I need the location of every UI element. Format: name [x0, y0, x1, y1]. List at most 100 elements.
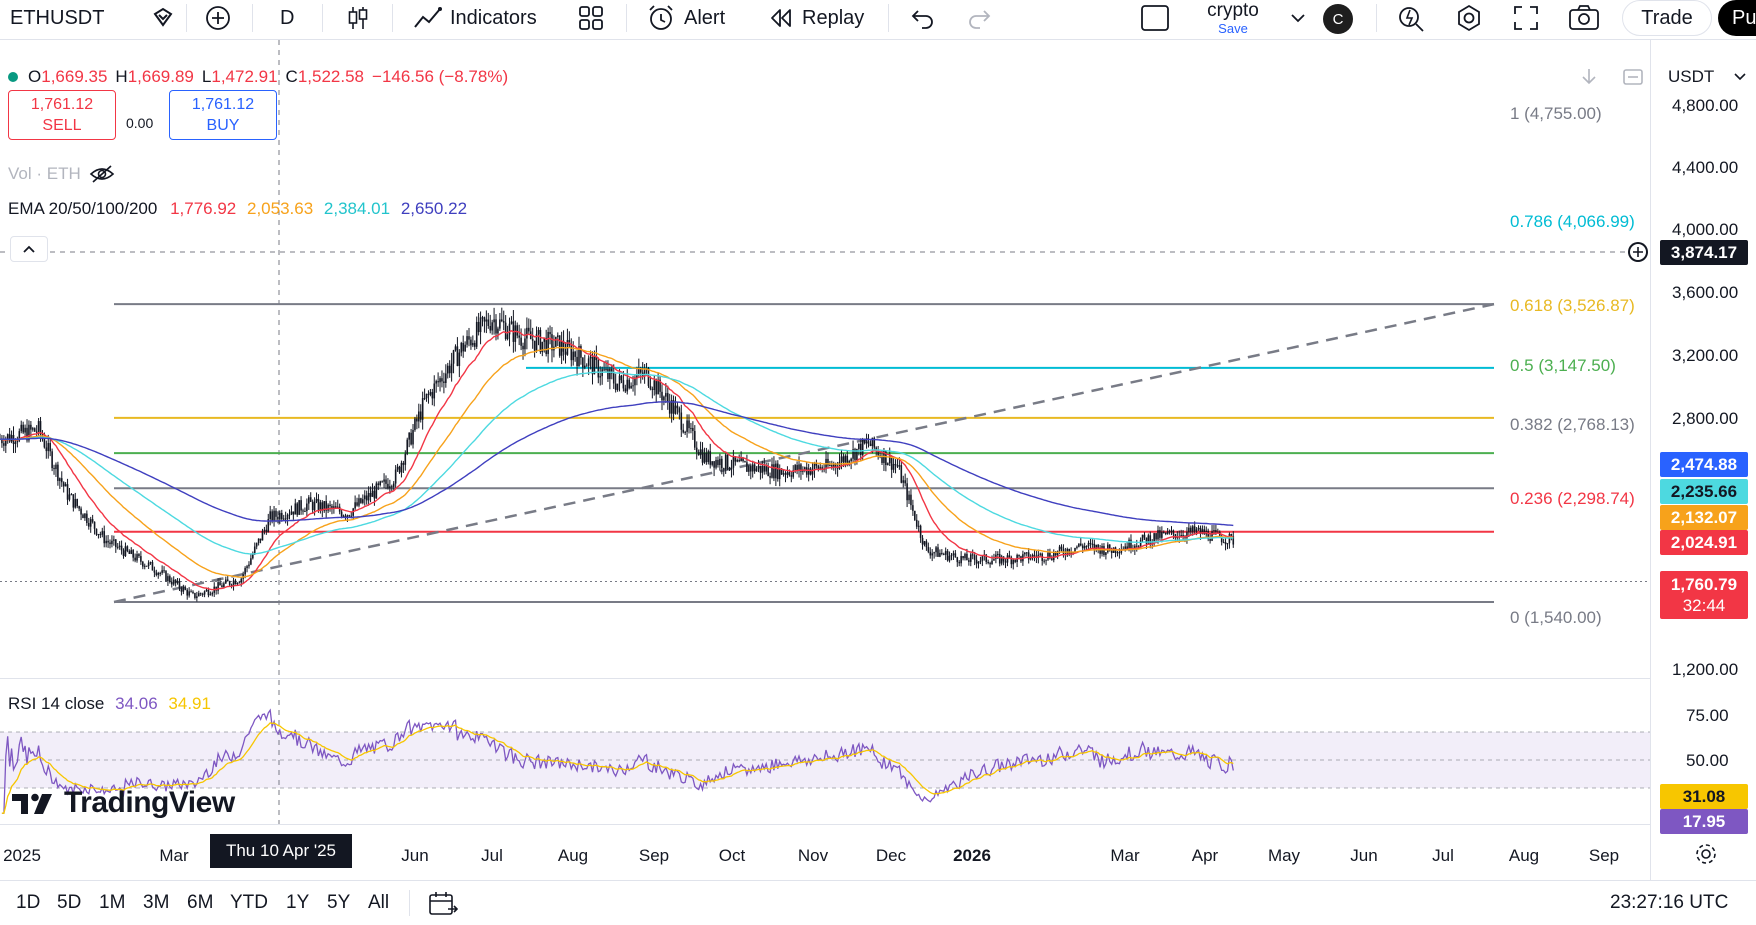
candle-body: [464, 344, 466, 352]
candle-body: [852, 449, 854, 459]
candle-body: [765, 466, 768, 472]
candle-body: [595, 355, 598, 361]
candle-body: [504, 322, 507, 339]
candle-body: [927, 547, 930, 552]
undo-icon[interactable]: [910, 0, 936, 36]
range-1m-button[interactable]: 1M: [99, 892, 126, 913]
candle-body: [157, 573, 160, 575]
candle-body: [838, 461, 841, 469]
chart-settings-gear-icon[interactable]: [1694, 842, 1718, 871]
candle-body: [418, 411, 420, 422]
candle-body: [900, 465, 903, 483]
candle-body: [446, 365, 449, 374]
candle-body: [888, 455, 891, 464]
candle-body: [902, 480, 905, 483]
candle-body: [912, 505, 914, 511]
candle-body: [497, 328, 499, 334]
currency-selector[interactable]: USDT: [1662, 62, 1752, 92]
candle-body: [10, 435, 13, 442]
range-1d-button[interactable]: 1D: [16, 892, 41, 913]
indicators-button[interactable]: Indicators: [412, 0, 537, 36]
candle-body: [130, 550, 133, 554]
eye-off-icon[interactable]: [89, 164, 115, 184]
auto-scale-icon[interactable]: [1622, 64, 1644, 90]
candle-body: [790, 475, 793, 477]
range-5d-button[interactable]: 5D: [57, 892, 82, 913]
rsi-ma-tag: 31.08: [1660, 784, 1748, 809]
range-6m-button[interactable]: 6M: [187, 892, 214, 913]
candle-body: [205, 589, 208, 592]
layout-name: crypto: [1207, 0, 1259, 21]
candle-body: [346, 515, 349, 518]
templates-icon[interactable]: [578, 0, 604, 36]
interval-button[interactable]: D: [280, 0, 294, 36]
trade-button[interactable]: Trade: [1622, 0, 1712, 36]
candle-body: [829, 465, 831, 467]
candle-body: [246, 566, 248, 569]
range-5y-button[interactable]: 5Y: [327, 892, 351, 913]
candle-body: [371, 490, 374, 497]
candle-body: [881, 456, 883, 463]
add-alert-plus-icon[interactable]: [1624, 238, 1652, 266]
candle-body: [531, 339, 534, 341]
alert-button[interactable]: Alert: [646, 0, 725, 36]
tradingview-logo[interactable]: TradingView: [12, 786, 235, 820]
settings-gear-icon[interactable]: [1454, 0, 1484, 36]
candle-body: [649, 385, 652, 389]
time-axis-label: Dec: [875, 846, 907, 865]
rsi-label: RSI 14 close: [8, 694, 105, 713]
candle-body: [854, 449, 856, 461]
change-value: −146.56 (−8.78%): [372, 67, 509, 86]
buy-button[interactable]: 1,761.12 BUY: [169, 90, 277, 140]
candle-body: [873, 437, 876, 448]
layout-square-icon[interactable]: [1140, 0, 1170, 36]
sell-label: SELL: [42, 117, 82, 134]
redo-icon[interactable]: [966, 0, 992, 36]
candle-body: [340, 511, 343, 517]
utc-clock[interactable]: 23:27:16 UTC: [1610, 892, 1729, 913]
layout-menu[interactable]: crypto Save: [1198, 0, 1268, 40]
candle-body: [1091, 543, 1094, 545]
publish-button[interactable]: Pu: [1718, 0, 1756, 36]
candle-body: [1188, 527, 1190, 533]
compare-symbol-icon[interactable]: [150, 0, 178, 36]
add-symbol-icon[interactable]: [204, 0, 232, 36]
candle-body: [516, 325, 519, 336]
candle-body: [211, 592, 214, 595]
candle-body: [869, 443, 872, 446]
candle-body: [780, 468, 783, 475]
symbol-search[interactable]: ETHUSDT: [0, 0, 200, 36]
candle-body: [545, 337, 547, 354]
range-ytd-button[interactable]: YTD: [230, 892, 268, 913]
range-all-button[interactable]: All: [368, 892, 390, 913]
avatar[interactable]: C: [1323, 4, 1353, 34]
candle-body: [481, 317, 484, 319]
candle-body: [369, 493, 372, 497]
candle-body: [209, 594, 212, 596]
fullscreen-icon[interactable]: [1512, 0, 1540, 36]
time-axis-label: Sep: [1588, 846, 1620, 865]
candles-style-icon[interactable]: [346, 0, 370, 36]
replay-button[interactable]: Replay: [768, 0, 864, 36]
candle-body: [252, 553, 254, 559]
rsi-axis-label: 75.00: [1686, 706, 1729, 725]
camera-icon[interactable]: [1568, 0, 1600, 36]
top-toolbar: ETHUSDT D Indicators Alert Replay crypto…: [0, 0, 1756, 40]
range-3m-button[interactable]: 3M: [143, 892, 170, 913]
candle-body: [514, 325, 517, 342]
sell-button[interactable]: 1,761.12 SELL: [8, 90, 116, 140]
candle-body: [904, 480, 906, 484]
calendar-icon[interactable]: [428, 891, 459, 922]
chevron-down-icon[interactable]: [1290, 0, 1306, 36]
quick-search-icon[interactable]: [1396, 0, 1426, 36]
candle-body: [632, 385, 634, 387]
download-icon[interactable]: [1580, 64, 1598, 90]
collapse-legend-button[interactable]: [10, 236, 48, 262]
ema-50-line: [0, 346, 1234, 578]
range-1y-button[interactable]: 1Y: [286, 892, 310, 913]
price-chart[interactable]: [0, 0, 1756, 880]
candle-body: [1025, 552, 1028, 554]
candle-body: [383, 479, 385, 482]
candle-body: [520, 337, 522, 346]
candle-body: [327, 504, 329, 511]
